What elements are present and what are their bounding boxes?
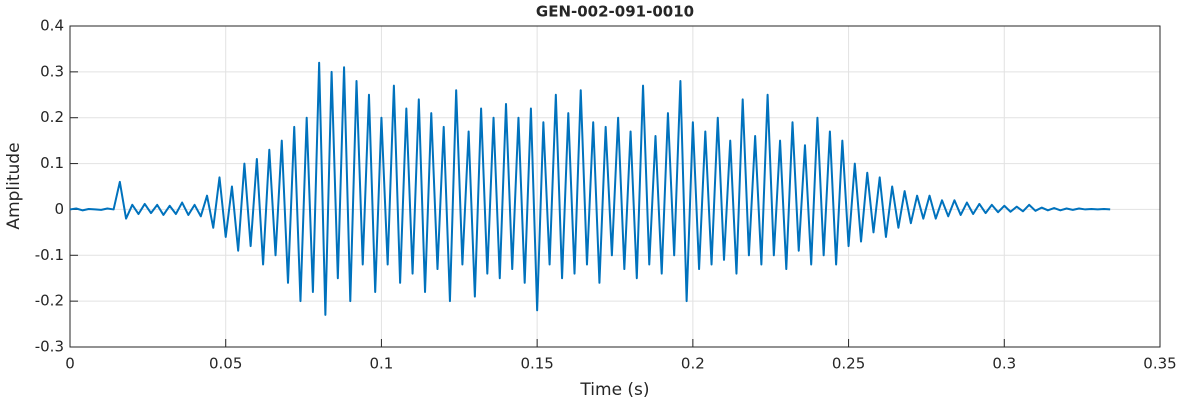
x-tick-label: 0.2: [681, 355, 705, 373]
waveform-line: [69, 61, 1111, 316]
y-tick-label: 0.1: [40, 154, 64, 172]
x-tick-label: 0: [65, 355, 75, 373]
y-tick-label: -0.1: [35, 246, 64, 264]
y-tick-label: 0.4: [40, 17, 64, 35]
y-tick-label: 0.3: [40, 62, 64, 80]
x-tick-label: 0.3: [992, 355, 1016, 373]
x-tick-label: 0.15: [520, 355, 553, 373]
y-axis-label: Amplitude: [4, 142, 24, 229]
y-tick-label: -0.3: [35, 338, 64, 356]
chart-title: GEN-002-091-0010: [536, 3, 694, 21]
x-tick-label: 0.1: [369, 355, 393, 373]
y-tick-label: -0.2: [35, 292, 64, 310]
x-tick-label: 0.25: [832, 355, 865, 373]
x-axis-label: Time (s): [579, 380, 649, 400]
y-tick-label: 0.2: [40, 108, 64, 126]
x-tick-label: 0.05: [209, 355, 242, 373]
axes-box: [69, 25, 1161, 348]
x-tick-label: 0.35: [1143, 355, 1176, 373]
y-tick-label: 0: [54, 200, 64, 218]
